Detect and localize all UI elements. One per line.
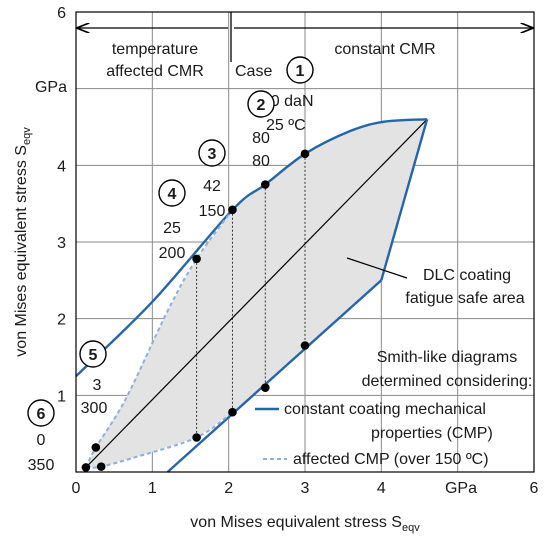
case-2-id: 2 — [257, 97, 266, 114]
case-5-temp: 300 — [81, 400, 108, 417]
x-tick-label: 3 — [301, 480, 310, 497]
y-unit-label: GPa — [35, 79, 67, 96]
area-label-line1: DLC coating — [423, 267, 511, 284]
temperature-label-line2: affected CMR — [106, 63, 204, 80]
case-4-temp: 200 — [159, 245, 186, 262]
case-6-temp: 350 — [28, 457, 55, 474]
case-point-lower — [261, 383, 270, 392]
y-tick-label: 1 — [57, 388, 66, 405]
x-unit-label: GPa — [445, 480, 477, 497]
temperature-label-line1: temperature — [112, 41, 198, 58]
case-3-id: 3 — [208, 146, 217, 163]
legend: Smith-like diagrams determined consideri… — [255, 349, 532, 468]
case-4-id: 4 — [168, 186, 177, 203]
x-tick-labels: 0 1 2 3 4 6 — [72, 480, 539, 497]
origin-point — [81, 463, 91, 472]
case-point-upper — [192, 254, 201, 264]
y-tick-label: 6 — [57, 5, 66, 22]
y-tick-label: 2 — [57, 312, 66, 329]
case-3-force: 42 — [203, 178, 221, 195]
case-point-upper — [91, 443, 101, 452]
legend-title-line1: Smith-like diagrams — [377, 349, 517, 366]
case-1-id: 1 — [296, 63, 305, 80]
area-pointer-line — [346, 257, 408, 279]
affected-lower-curve — [85, 411, 234, 469]
plot-frame — [75, 11, 535, 473]
case-6-force: 0 — [37, 432, 46, 449]
case-point-lower — [96, 462, 106, 471]
legend-title-line2: determined considering: — [362, 373, 533, 390]
right-boundary-line — [380, 118, 429, 281]
legend-solid-line2: properties (CMP) — [371, 425, 493, 442]
case-5-force: 3 — [93, 377, 102, 394]
case-point-upper — [300, 149, 310, 159]
case-1-circle — [286, 56, 314, 84]
y-tick-labels: 1 2 3 4 6 — [57, 5, 66, 405]
case-point-upper — [228, 205, 237, 215]
diagonal-line — [85, 118, 428, 468]
x-tick-label: 2 — [224, 480, 233, 497]
y-tick-label: 3 — [57, 235, 66, 252]
legend-solid-line1: constant coating mechanical — [284, 401, 486, 418]
x-tick-label: 4 — [377, 480, 386, 497]
safe-area-fill — [85, 119, 428, 473]
legend-dashed-label: affected CMP (over 150 ºC) — [293, 451, 489, 468]
case-5-id: 5 — [89, 347, 98, 364]
case-3-temp: 150 — [199, 203, 226, 220]
area-label-line2: fatigue safe area — [405, 290, 524, 307]
case-3-circle — [198, 139, 226, 167]
case-point-lower — [192, 433, 201, 442]
case-6-id: 6 — [37, 406, 46, 423]
x-tick-label: 0 — [72, 480, 81, 497]
x-tick-label: 6 — [530, 480, 539, 497]
case-4-circle — [158, 179, 186, 207]
case-title: Case — [235, 63, 272, 80]
lower-boundary-line — [166, 279, 383, 473]
case-projection-lines — [196, 153, 306, 438]
case-2-force: 80 — [252, 130, 270, 147]
case-points — [81, 149, 310, 472]
case-2-temp: 80 — [252, 153, 270, 170]
case-point-upper — [261, 180, 270, 189]
constant-cmr-label: constant CMR — [334, 41, 435, 58]
y-tick-label: 4 — [57, 158, 66, 175]
case-5-circle — [79, 340, 107, 368]
case-1-temp: 25 ºC — [266, 117, 306, 134]
x-tick-label: 1 — [148, 480, 157, 497]
case-point-lower — [300, 341, 310, 350]
x-axis-title: von Mises equivalent stress Seqv — [190, 514, 420, 534]
case-6-circle — [27, 399, 55, 427]
case-point-lower — [228, 407, 237, 417]
y-axis-title: von Mises equivalent stress Seqv — [13, 127, 33, 357]
case-4-force: 25 — [163, 220, 181, 237]
case-2-circle — [247, 90, 275, 118]
